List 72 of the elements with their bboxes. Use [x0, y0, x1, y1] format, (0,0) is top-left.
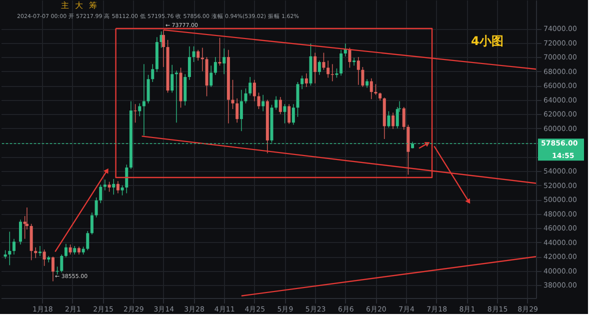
candlestick — [68, 244, 72, 255]
candlestick — [248, 76, 252, 96]
candlestick — [94, 197, 98, 218]
annotation: 主 — [61, 1, 69, 10]
candlestick — [174, 70, 178, 123]
candlestick — [125, 164, 128, 194]
candlestick — [252, 79, 256, 102]
candlestick — [120, 185, 124, 196]
candlestick — [278, 96, 282, 114]
candlestick — [18, 219, 22, 245]
candlestick — [142, 64, 146, 136]
candlestick — [330, 64, 334, 82]
candlestick — [60, 254, 64, 273]
candlestick — [116, 180, 120, 194]
candlestick — [170, 64, 174, 94]
candlestick — [318, 60, 321, 76]
candlestick — [274, 96, 278, 110]
candlestick — [340, 50, 343, 76]
candlestick — [314, 52, 317, 84]
candlestick — [262, 94, 265, 112]
candlestick — [257, 92, 260, 110]
candlestick — [387, 110, 390, 128]
candlestick — [86, 230, 90, 251]
candlestick — [231, 79, 234, 110]
candlestick — [244, 88, 248, 104]
candlestick — [344, 43, 347, 57]
candlestick — [51, 256, 54, 282]
candlestick — [112, 178, 116, 195]
candlestick — [335, 68, 338, 78]
candlestick — [300, 75, 304, 90]
candlestick — [146, 74, 150, 104]
candlestick — [151, 64, 154, 82]
candlestick — [214, 56, 217, 76]
candlestick — [296, 82, 300, 118]
candlestick — [210, 65, 213, 88]
annotation: 大 — [75, 1, 83, 10]
candlestick — [304, 73, 308, 88]
candlestick — [348, 47, 352, 68]
candlestick — [374, 84, 378, 96]
candlestick — [138, 103, 142, 117]
candlestick — [222, 48, 226, 74]
candlestick — [361, 66, 364, 88]
candlestick — [162, 30, 165, 68]
candlestick — [200, 47, 204, 72]
candlestick — [99, 184, 102, 204]
candlestick — [108, 181, 111, 192]
candlestick — [352, 57, 356, 66]
candlestick — [188, 46, 191, 80]
candlestick — [103, 179, 106, 191]
candlestick — [64, 243, 68, 258]
candlestick — [196, 50, 200, 61]
candlestick — [236, 98, 239, 123]
annotation: 筹 — [89, 1, 97, 10]
candlestick — [218, 37, 222, 66]
candlestick — [34, 247, 38, 258]
candlestick — [292, 104, 295, 126]
candlestick — [402, 106, 406, 130]
candlestick — [240, 89, 243, 132]
annotation: 4小图 — [471, 34, 504, 48]
candlestick — [283, 104, 286, 124]
candlestick — [42, 249, 46, 266]
candlestick — [38, 246, 42, 256]
candlestick — [356, 56, 360, 86]
candlestick — [8, 231, 12, 266]
candlestick — [392, 112, 395, 130]
candlestick — [322, 52, 326, 70]
candlestick — [12, 238, 16, 255]
candlestick — [326, 60, 330, 78]
candlestick — [288, 104, 291, 124]
candlestick — [90, 212, 94, 235]
candlestick — [370, 78, 373, 100]
candlestick — [192, 46, 196, 62]
